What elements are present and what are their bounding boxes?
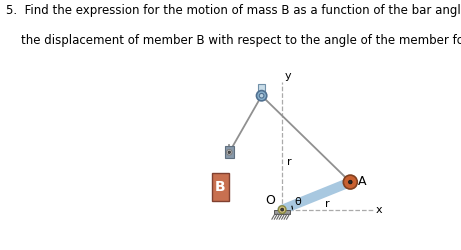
Circle shape xyxy=(259,94,264,98)
Circle shape xyxy=(343,175,357,189)
Text: r: r xyxy=(325,199,329,209)
Text: O: O xyxy=(265,194,275,207)
Text: the displacement of member B with respect to the angle of the member for r=1m.: the displacement of member B with respec… xyxy=(6,34,461,47)
Text: x: x xyxy=(375,204,382,214)
Circle shape xyxy=(256,90,267,101)
Circle shape xyxy=(349,180,352,184)
Text: A: A xyxy=(358,175,367,188)
Text: θ: θ xyxy=(295,197,301,207)
Bar xyxy=(213,173,229,201)
Circle shape xyxy=(281,208,284,211)
Text: y: y xyxy=(285,71,292,81)
Text: r: r xyxy=(287,157,291,167)
Circle shape xyxy=(278,206,286,214)
Circle shape xyxy=(228,151,230,154)
Bar xyxy=(258,84,265,91)
Text: 5.  Find the expression for the motion of mass B as a function of the bar angle : 5. Find the expression for the motion of… xyxy=(6,4,461,17)
Bar xyxy=(225,146,234,158)
Bar xyxy=(274,210,290,214)
Text: B: B xyxy=(215,180,226,194)
Circle shape xyxy=(226,150,232,155)
